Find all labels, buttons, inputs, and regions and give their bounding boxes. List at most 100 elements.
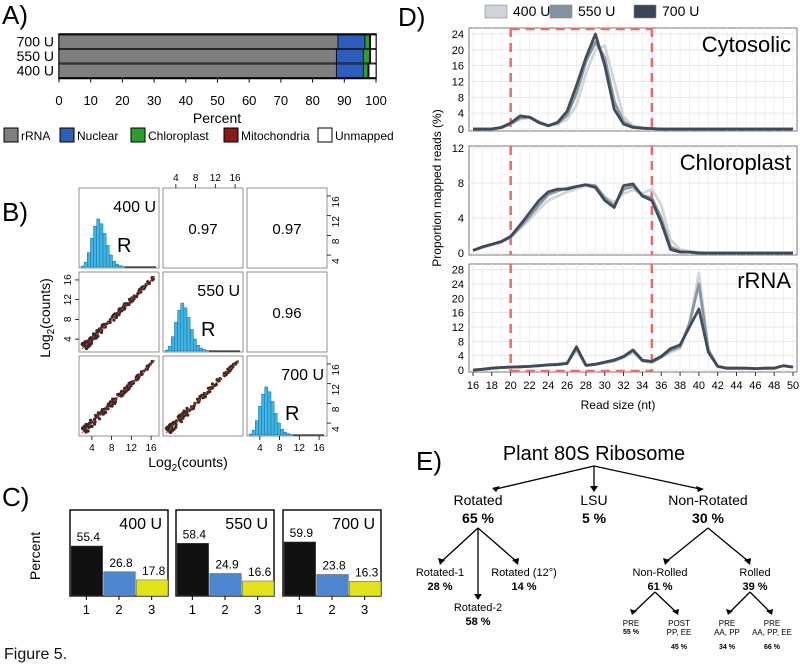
scatter-point <box>108 404 112 408</box>
category-label: 700 U <box>17 34 54 50</box>
node-rolled-pct: 39 % <box>742 581 767 593</box>
tree-edges <box>441 465 771 613</box>
correlation-value: 0.97 <box>272 221 301 238</box>
scatter-point <box>92 417 97 421</box>
x-label-sub: 2 <box>172 463 178 474</box>
hist-bar <box>196 344 200 352</box>
scatter-point <box>94 336 98 340</box>
legend-label: 400 U <box>513 3 550 19</box>
panel-label-c: C) <box>2 482 29 512</box>
scatter-point <box>89 418 93 422</box>
leaf-pre-2: PRE <box>719 619 735 628</box>
hist-bar <box>90 237 94 268</box>
right-tick-label: 4 <box>331 426 342 432</box>
scatter-point <box>80 342 84 346</box>
scatter-point <box>229 366 233 371</box>
node-non-rolled: Non-Rolled <box>632 567 687 579</box>
hist-bar <box>177 309 181 352</box>
legend-swatch-mitochondria <box>223 127 239 143</box>
leaf-post: POST <box>668 619 690 628</box>
hist-bar <box>202 349 207 352</box>
x-tick-label: 20 <box>505 380 517 392</box>
bottom-tick-label: 8 <box>277 443 283 454</box>
node-rotated-1-pct: 28 % <box>427 581 452 593</box>
matrix-cell <box>162 187 244 269</box>
scatter-point <box>182 409 186 413</box>
node-rotated-2-pct: 58 % <box>465 616 490 628</box>
scatter-point <box>121 393 125 397</box>
hist-bar <box>118 265 123 268</box>
panel-c-bar-label: 26.8 <box>109 556 133 570</box>
tree-arrowheads <box>438 486 773 615</box>
x-tick-label: 100 <box>365 93 387 108</box>
scatter-point <box>108 400 113 404</box>
hist-bar <box>93 225 97 268</box>
diag-sample-label: 550 U <box>197 283 240 300</box>
scatter-point <box>176 415 180 419</box>
bar-seg-nuclear <box>337 34 366 49</box>
diag-letter: R <box>117 235 131 257</box>
bar-seg-chloroplast <box>364 34 371 49</box>
panel-b-pairs-matrix: 400 U R 0.97 0.97 550 U R 0.96 700 U R 4 4 4 4 4 4 8 8 8 8… <box>63 173 342 454</box>
node-rotated-12: Rotated (12°) <box>491 567 557 579</box>
hist-bar <box>164 349 169 352</box>
category-label: 550 U <box>17 48 54 64</box>
scatter-point <box>131 299 135 303</box>
hist-bar <box>273 413 278 436</box>
hist-bar <box>102 233 107 268</box>
x-label-suffix: (counts) <box>177 454 228 470</box>
x-tick-label: 44 <box>730 380 742 392</box>
legend-swatch-700u <box>633 4 657 19</box>
correlation-value: 0.96 <box>272 305 301 322</box>
series-line-700u <box>472 307 794 372</box>
node-lsu-pct: 5 % <box>582 510 607 526</box>
hist-bar <box>80 265 85 268</box>
bottom-tick-label: 4 <box>257 443 263 454</box>
bottom-tick-label: 4 <box>89 443 95 454</box>
x-tick-label: 34 <box>636 380 648 392</box>
node-non-rotated: Non-Rotated <box>668 492 747 508</box>
panel-c-x-tick-label: 2 <box>221 602 228 617</box>
top-tick-label: 4 <box>173 173 179 184</box>
scatter-point <box>127 381 131 385</box>
panel-c-x-tick-label: 1 <box>83 602 90 617</box>
panel-c-bar-label: 58.4 <box>183 527 207 541</box>
y-tick-label: 12 <box>452 76 464 88</box>
top-tick-label: 16 <box>230 173 242 184</box>
hist-bar <box>115 263 119 268</box>
panel-c-bar-label: 55.4 <box>77 530 101 544</box>
legend-swatch-400u <box>484 4 508 19</box>
panel-c-y-label: Percent <box>27 532 43 580</box>
x-tick-label: 22 <box>523 380 535 392</box>
panel-c-bar-3 <box>136 579 169 597</box>
panel-c-x-tick-label: 3 <box>361 602 368 617</box>
panel-c-x-tick-label: 1 <box>296 602 303 617</box>
hist-bar <box>258 405 262 436</box>
panel-c-bar-2 <box>103 571 136 597</box>
panel-c-bar-1 <box>70 545 103 597</box>
series-line-700u <box>472 182 793 255</box>
diag-sample-label: 700 U <box>281 367 324 384</box>
hist-bar <box>248 433 253 436</box>
x-tick-label: 28 <box>580 380 592 392</box>
panel-c-x-tick-label: 2 <box>328 602 335 617</box>
hist-bar <box>186 317 191 352</box>
hist-bar <box>180 302 185 352</box>
legend-label-mitochondria: Mitochondria <box>241 129 310 143</box>
bar-seg-unmapped <box>368 63 377 78</box>
figure-caption: Figure 5. <box>4 646 68 663</box>
y-tick-label: 12 <box>452 322 464 334</box>
panel-c-bar-2 <box>316 574 349 597</box>
scatter-point <box>110 315 115 319</box>
bar-seg-rrna <box>58 34 339 49</box>
diag-letter: R <box>201 319 215 341</box>
right-tick-label: 8 <box>331 406 342 412</box>
panel-label-d: D) <box>398 2 425 32</box>
scatter-point <box>95 329 99 333</box>
node-lsu: LSU <box>580 492 607 508</box>
diag-letter: R <box>285 403 299 425</box>
hist-bar <box>87 252 91 268</box>
y-tick-label: 24 <box>452 279 464 291</box>
